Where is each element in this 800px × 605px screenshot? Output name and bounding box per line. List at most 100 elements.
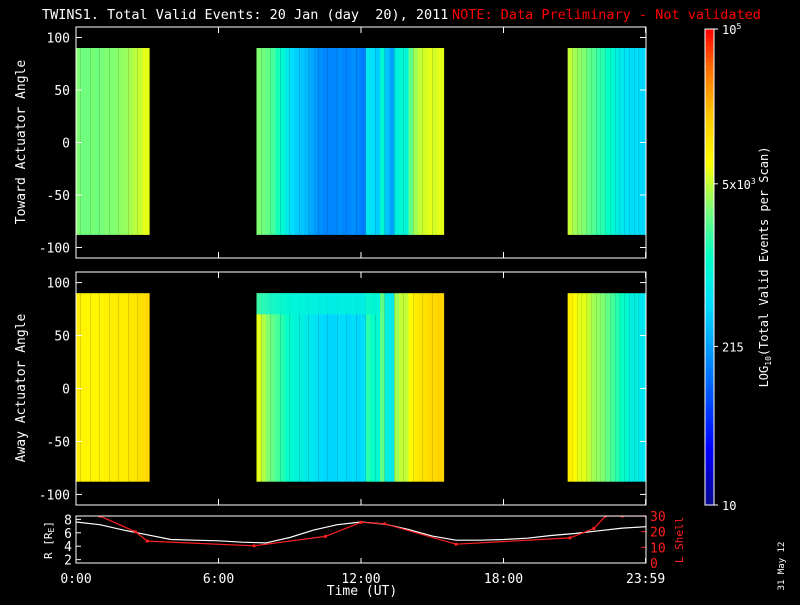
away-column [586, 293, 592, 482]
colorbar-swatch [705, 116, 714, 121]
away-ytick-label: -50 [47, 435, 70, 450]
colorbar-swatch [705, 88, 714, 94]
away-column [304, 293, 309, 482]
toward-column [586, 48, 592, 235]
toward-column [280, 48, 285, 235]
colorbar-swatch [705, 80, 714, 86]
away-column [624, 293, 630, 482]
colorbar-swatch [705, 247, 714, 252]
colorbar-swatch [705, 183, 714, 189]
away-column [375, 293, 380, 482]
lshell-point [145, 539, 149, 543]
colorbar-swatch [705, 437, 714, 443]
toward-ytick-label: 100 [47, 32, 70, 47]
preliminary-note: NOTE: Data Preliminary - Not validated [452, 7, 761, 23]
colorbar-swatch [705, 346, 714, 351]
toward-column [384, 48, 390, 235]
away-column [99, 293, 105, 482]
colorbar-swatch [705, 44, 714, 50]
toward-column [610, 48, 616, 235]
colorbar-swatch [705, 306, 714, 312]
lshell-point [323, 534, 327, 539]
colorbar-swatch [705, 374, 714, 379]
toward-column [591, 48, 597, 235]
colorbar-swatch [705, 64, 714, 70]
away-column [380, 293, 385, 482]
colorbar-swatch [705, 441, 714, 447]
away-column [577, 293, 582, 482]
away-column [114, 293, 119, 482]
away-column [123, 293, 129, 482]
colorbar-swatch [705, 481, 714, 486]
toward-column [408, 48, 414, 235]
away-column [118, 293, 124, 482]
colorbar-swatch [705, 235, 714, 240]
colorbar-swatch [705, 366, 714, 371]
away-column [422, 293, 428, 482]
lshell-point [252, 544, 256, 548]
away-column [318, 293, 323, 482]
colorbar-swatch [705, 457, 714, 462]
toward-column [356, 48, 361, 235]
colorbar-swatch [705, 211, 714, 217]
colorbar-swatch [705, 405, 714, 411]
toward-ytick-label: -100 [39, 242, 70, 257]
away-column [581, 293, 587, 482]
toward-column [375, 48, 380, 235]
toward-column [577, 48, 582, 235]
away-column [432, 293, 437, 482]
colorbar-swatch [705, 294, 714, 300]
colorbar-swatch [705, 96, 714, 101]
colorbar-swatch [705, 243, 714, 248]
time-xtick-label: 18:00 [484, 572, 523, 587]
colorbar-swatch [705, 48, 714, 54]
away-column [342, 293, 347, 482]
colorbar-swatch [705, 40, 714, 46]
colorbar-swatch [705, 350, 714, 355]
lshell-point [133, 530, 137, 534]
colorbar-swatch [705, 140, 714, 145]
colorbar-swatch [705, 501, 714, 506]
toward-column [427, 48, 433, 235]
toward-column [365, 48, 371, 235]
toward-column [327, 48, 333, 235]
colorbar-swatch [705, 187, 714, 193]
toward-panel: 100 50 0 -50 -100 [39, 27, 647, 258]
colorbar-tick-label: 5x103 [722, 177, 756, 192]
away-column [256, 293, 262, 482]
colorbar-swatch [705, 489, 714, 494]
away-column [85, 293, 91, 482]
toward-column [256, 48, 262, 235]
colorbar-swatch [705, 326, 714, 332]
away-column [323, 293, 328, 482]
away-column [270, 293, 276, 482]
toward-column [114, 48, 119, 235]
colorbar-swatch [705, 191, 714, 197]
away-column [596, 293, 601, 482]
colorbar-swatch [705, 159, 714, 165]
away-column [275, 293, 281, 482]
r-ytick-label: 8 [64, 513, 72, 528]
colorbar-tick-label: 215 [722, 340, 744, 354]
toward-column [266, 48, 271, 235]
colorbar-swatch [705, 56, 714, 62]
away-column [109, 293, 114, 482]
colorbar-swatch [705, 199, 714, 205]
toward-column [142, 48, 150, 235]
colorbar-swatch [705, 477, 714, 482]
away-column [605, 293, 611, 482]
away-column [413, 293, 418, 482]
colorbar-swatch [705, 354, 714, 359]
toward-column [351, 48, 357, 235]
colorbar-swatch [705, 108, 714, 113]
away-column [437, 293, 445, 482]
away-column [261, 293, 266, 482]
toward-ytick-label: 50 [54, 84, 70, 99]
colorbar-label: LOG10(Total Valid Events per Scan) [757, 147, 773, 388]
away-column [619, 293, 625, 482]
colorbar-swatch [705, 68, 714, 74]
colorbar-swatch [705, 171, 714, 177]
away-panel-frame [75, 271, 647, 506]
colorbar-swatch [705, 429, 714, 435]
